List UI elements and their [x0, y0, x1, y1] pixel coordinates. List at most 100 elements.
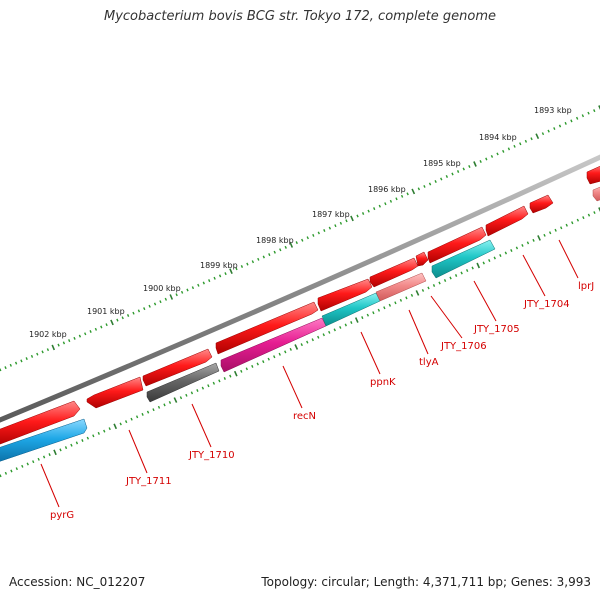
minor-tick — [383, 306, 386, 310]
gene-feature[interactable] — [146, 362, 220, 403]
minor-tick — [116, 318, 119, 322]
minor-tick — [519, 142, 522, 146]
minor-tick — [554, 228, 557, 232]
minor-tick — [373, 207, 376, 211]
minor-tick — [48, 453, 51, 457]
gene-feature[interactable] — [0, 418, 88, 463]
minor-tick — [201, 386, 205, 390]
major-tick — [535, 133, 540, 140]
minor-tick — [345, 219, 348, 223]
gene-label-tlya: tlyA — [419, 357, 439, 368]
minor-tick — [434, 180, 437, 183]
kbp-label-1902: 1902 kbp — [29, 330, 67, 339]
gene-feature[interactable] — [220, 317, 327, 373]
minor-tick — [81, 439, 84, 442]
minor-tick — [490, 154, 494, 158]
minor-tick — [137, 309, 141, 313]
minor-tick — [9, 363, 12, 367]
gene-feature[interactable] — [427, 226, 487, 264]
minor-tick — [121, 316, 124, 320]
gene-feature[interactable] — [485, 205, 529, 237]
minor-tick — [251, 364, 254, 368]
minor-tick — [251, 260, 255, 264]
minor-tick — [301, 238, 304, 242]
gene-feature[interactable] — [586, 164, 600, 185]
major-tick — [350, 215, 354, 222]
minor-tick — [240, 369, 243, 373]
minor-tick — [10, 469, 13, 473]
minor-tick — [89, 330, 92, 333]
gene-label-ppnk: ppnK — [370, 377, 396, 388]
minor-tick — [278, 352, 281, 356]
minor-tick — [427, 286, 430, 290]
minor-tick — [57, 343, 60, 347]
minor-tick — [493, 256, 496, 260]
minor-tick — [64, 446, 68, 450]
minor-tick — [78, 334, 82, 338]
major-tick — [173, 397, 178, 403]
minor-tick — [273, 250, 276, 254]
minor-tick — [306, 236, 309, 240]
minor-tick — [256, 362, 259, 366]
gene-feature[interactable] — [369, 257, 419, 288]
minor-tick — [126, 314, 130, 317]
major-tick — [229, 268, 233, 275]
minor-tick — [190, 391, 194, 395]
minor-tick — [488, 259, 491, 262]
gene-feature[interactable] — [529, 194, 554, 214]
forward-strand-genes — [0, 164, 600, 446]
minor-tick — [15, 467, 18, 471]
kbp-label-1894: 1894 kbp — [479, 133, 517, 142]
minor-tick — [524, 139, 528, 143]
minor-tick — [507, 147, 511, 151]
gene-feature[interactable] — [431, 239, 496, 279]
minor-tick — [132, 311, 135, 315]
minor-tick — [175, 293, 178, 297]
minor-tick — [212, 381, 216, 385]
minor-tick — [521, 243, 524, 247]
minor-tick — [339, 325, 342, 329]
kbp-label-1897: 1897 kbp — [312, 210, 350, 219]
minor-tick — [46, 348, 50, 352]
minor-tick — [68, 339, 71, 343]
minor-tick — [202, 281, 205, 285]
minor-tick — [449, 276, 452, 280]
gene-feature[interactable] — [375, 272, 427, 302]
inner-tick-ring — [0, 207, 600, 478]
minor-tick — [130, 417, 133, 421]
reverse-strand-genes — [0, 185, 600, 463]
minor-tick — [4, 471, 8, 475]
minor-tick — [502, 149, 505, 153]
kbp-label-1895: 1895 kbp — [423, 159, 461, 168]
minor-tick — [289, 347, 292, 351]
gene-label-pyrg: pyrG — [50, 510, 74, 521]
minor-tick — [410, 293, 414, 297]
minor-tick — [159, 300, 162, 304]
kbp-label-1899: 1899 kbp — [200, 261, 238, 270]
minor-tick — [482, 261, 485, 265]
minor-tick — [36, 352, 39, 356]
minor-tick — [333, 328, 336, 332]
genome-backbone — [0, 154, 600, 423]
kbp-label-1901: 1901 kbp — [87, 307, 125, 316]
gene-feature[interactable] — [215, 301, 319, 355]
gene-feature[interactable] — [0, 400, 81, 446]
minor-tick — [438, 281, 441, 285]
minor-tick — [4, 366, 7, 370]
minor-tick — [21, 464, 24, 468]
minor-tick — [468, 165, 471, 168]
minor-tick — [570, 119, 573, 123]
major-tick — [598, 105, 600, 110]
minor-tick — [399, 298, 403, 302]
gene-feature[interactable] — [86, 376, 144, 409]
gene-feature[interactable] — [317, 278, 373, 312]
minor-tick — [0, 474, 2, 478]
minor-tick — [284, 245, 287, 249]
minor-tick — [279, 248, 282, 252]
gene-feature[interactable] — [415, 251, 429, 267]
gene-feature[interactable] — [592, 185, 600, 202]
minor-tick — [581, 114, 585, 118]
gene-feature[interactable] — [142, 348, 213, 387]
minor-tick — [515, 246, 519, 250]
